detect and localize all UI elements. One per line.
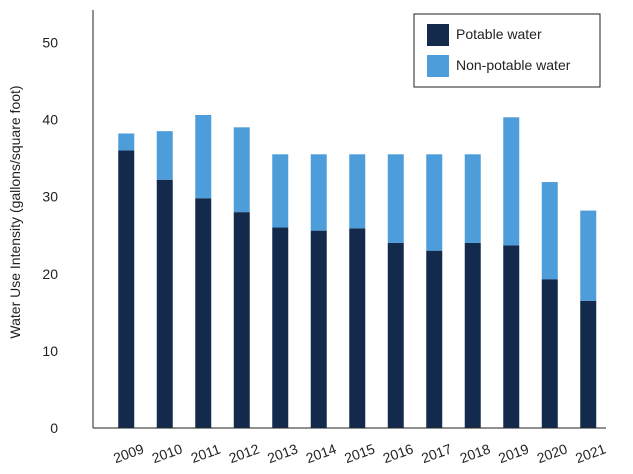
bar-potable-2012 [233,212,250,428]
x-tick-label-2019: 2019 [496,440,531,466]
bar-potable-2015 [349,228,366,428]
x-tick-label-2011: 2011 [189,441,223,466]
legend-swatch-potable [427,24,449,46]
bar-non-potable-2019 [503,117,520,246]
x-tick-label-2010: 2010 [150,440,185,466]
y-axis-ticks: 0 10 20 30 40 50 [42,35,58,437]
bar-non-potable-2015 [349,154,366,229]
bar-non-potable-2010 [156,131,173,180]
bar-non-potable-2009 [118,133,135,151]
bars-group [118,114,597,428]
bar-non-potable-2017 [426,154,443,251]
y-tick-label-40: 40 [42,112,58,128]
x-tick-label-2015: 2015 [342,440,377,466]
bar-potable-2010 [156,179,173,428]
bar-potable-2014 [310,230,327,428]
bar-potable-2017 [426,250,443,428]
x-tick-label-2012: 2012 [227,440,262,466]
bar-non-potable-2020 [541,182,558,280]
bar-non-potable-2013 [272,154,289,228]
bar-potable-2011 [195,198,212,428]
y-tick-label-10: 10 [42,343,58,359]
y-tick-label-20: 20 [42,266,58,282]
y-axis-title: Water Use Intensity (gallons/square foot… [7,85,23,338]
y-tick-label-50: 50 [42,35,58,51]
axes [92,10,606,429]
bar-non-potable-2014 [310,154,327,231]
bar-non-potable-2018 [464,154,481,243]
legend-label-potable: Potable water [456,26,542,42]
x-tick-label-2020: 2020 [535,440,570,466]
x-tick-label-2017: 2017 [419,440,454,466]
x-tick-label-2018: 2018 [458,440,493,466]
legend-swatch-non-potable [427,55,449,77]
bar-non-potable-2011 [195,114,212,199]
x-tick-label-2021: 2021 [573,440,608,466]
x-tick-label-2013: 2013 [265,440,300,466]
bar-potable-2013 [272,227,289,428]
bar-potable-2020 [541,279,558,428]
bar-potable-2021 [580,300,597,428]
y-tick-label-0: 0 [50,420,58,436]
bar-non-potable-2012 [233,127,250,213]
x-axis-tick-labels: 2009 2010 2011 2012 2013 2014 2015 2016 2017 2018… [111,440,608,466]
legend-label-non-potable: Non-potable water [456,57,571,73]
x-tick-label-2014: 2014 [304,440,339,466]
x-tick-label-2016: 2016 [381,440,416,466]
legend: Potable water Non-potable water [413,13,601,88]
bar-potable-2018 [464,242,481,428]
y-tick-label-30: 30 [42,189,58,205]
bar-potable-2019 [503,245,520,428]
x-tick-label-2009: 2009 [111,440,146,466]
bar-potable-2016 [387,242,404,428]
bar-non-potable-2021 [580,210,597,301]
bar-potable-2009 [118,150,135,428]
bar-non-potable-2016 [387,154,404,243]
